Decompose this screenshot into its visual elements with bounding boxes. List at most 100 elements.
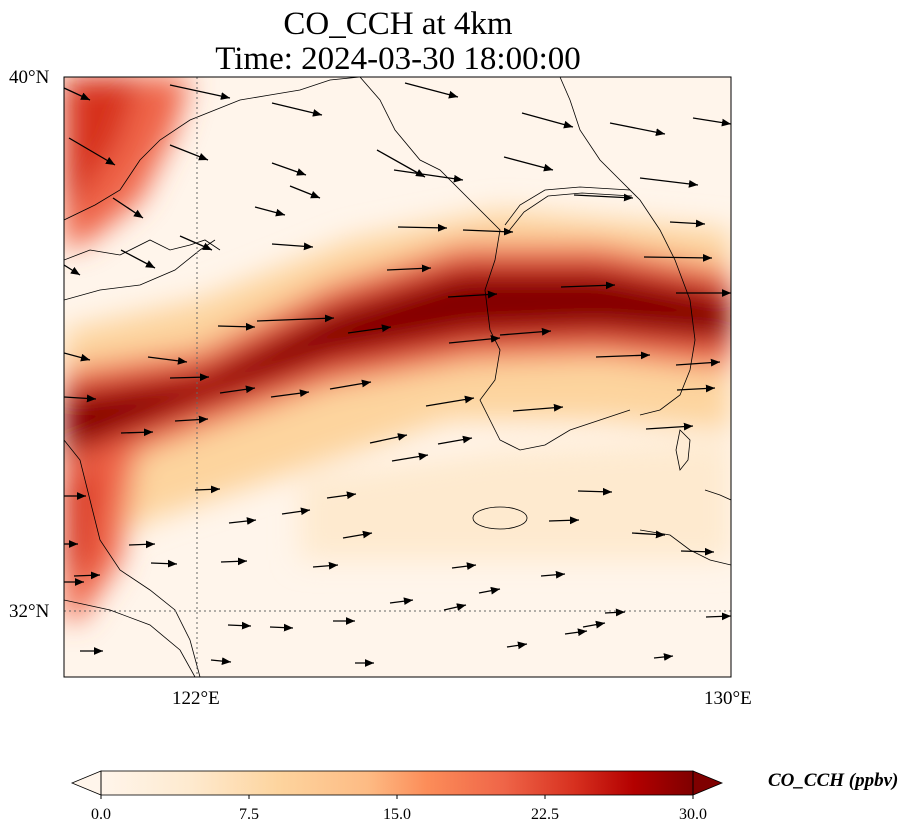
wind-arrow <box>150 559 178 568</box>
wind-arrow <box>705 612 731 621</box>
wind-arrow <box>675 358 721 367</box>
wind-arrow <box>169 144 209 161</box>
wind-arrow <box>564 628 588 637</box>
wind-arrow <box>169 84 231 100</box>
coastline-tsushima <box>675 429 691 471</box>
wind-arrow <box>631 530 666 539</box>
map-frame <box>63 76 732 678</box>
colorbar-tick-0: 0.0 <box>91 806 111 823</box>
map-title-line2: Time: 2024-03-30 18:00:00 <box>215 41 581 77</box>
wind-arrow <box>676 384 716 393</box>
wind-arrow <box>271 242 314 251</box>
wind-arrow <box>478 586 501 595</box>
wind-arrow <box>271 162 307 176</box>
wind-arrow <box>391 452 429 462</box>
colorbar-tick-2: 15.0 <box>383 806 411 823</box>
wind-arrow <box>369 433 408 444</box>
wind-arrow <box>653 653 674 661</box>
wind-arrow <box>227 621 252 630</box>
wind-arrow <box>329 379 372 390</box>
lat-tick-32n: 32°N <box>9 601 50 622</box>
wind-arrow <box>270 389 310 398</box>
wind-arrow <box>573 193 634 202</box>
wind-arrow <box>582 620 606 629</box>
wind-arrow <box>347 324 392 334</box>
wind-arrow <box>512 403 564 412</box>
coastline-jiangsu <box>64 439 201 677</box>
wind-arrow <box>548 516 580 525</box>
concentration-field <box>64 77 731 677</box>
wind-arrow <box>312 561 339 570</box>
colorbar-tick-3: 22.5 <box>531 806 559 823</box>
colorbar-extend-min <box>70 770 102 796</box>
coastline-yangtze <box>64 599 196 677</box>
wind-arrow <box>669 219 706 228</box>
coastline-korea-east <box>559 77 696 416</box>
wind-arrow <box>128 540 156 549</box>
wind-arrow <box>228 517 257 525</box>
wind-arrow <box>269 623 294 632</box>
wind-arrow <box>645 422 694 431</box>
wind-arrow <box>577 487 613 496</box>
wind-arrow <box>643 253 713 262</box>
border-line-2 <box>507 192 633 233</box>
wind-arrow <box>220 557 248 566</box>
coastline-bohai-south <box>64 239 221 261</box>
wind-arrow <box>521 112 574 129</box>
wind-arrow <box>425 395 475 407</box>
wind-arrow <box>451 562 477 570</box>
wind-arrow <box>68 137 116 166</box>
wind-arrow <box>271 102 323 117</box>
colorbar-label: CO_CCH (ppbv) <box>768 770 899 791</box>
colorbar-tick-4: 30.0 <box>679 806 707 823</box>
colorbar-tick-1: 7.5 <box>239 806 259 823</box>
colorbar-extend-max <box>692 770 724 796</box>
coastline-liaodong <box>64 77 361 221</box>
wind-arrow <box>210 657 232 665</box>
wind-arrow <box>281 507 311 516</box>
lon-tick-122e: 122°E <box>172 688 220 709</box>
wind-arrow <box>448 335 501 344</box>
border-line-1 <box>504 186 631 226</box>
wind-arrow <box>64 264 81 276</box>
wind-vectors <box>64 82 731 667</box>
wind-arrow <box>64 394 97 403</box>
coastline-japan-1 <box>704 489 731 501</box>
wind-arrow <box>120 428 154 437</box>
wind-arrow <box>147 356 188 365</box>
wind-arrow <box>680 547 715 556</box>
wind-arrow <box>112 197 144 219</box>
wind-arrow <box>506 641 528 650</box>
wind-arrow <box>692 117 731 127</box>
wind-arrow <box>174 415 209 424</box>
wind-arrow <box>462 227 514 236</box>
wind-arrow <box>389 597 414 606</box>
wind-arrow <box>73 571 101 580</box>
wind-arrow <box>169 373 210 382</box>
wind-arrow <box>499 327 552 336</box>
lon-tick-130e: 130°E <box>704 688 752 709</box>
wind-arrow <box>342 530 373 539</box>
wind-arrow <box>254 206 286 217</box>
coastline-jeju <box>472 506 528 530</box>
wind-arrow <box>386 264 432 273</box>
wind-arrow <box>217 322 256 331</box>
wind-arrow <box>609 122 666 137</box>
wind-arrow <box>376 149 426 178</box>
wind-arrow <box>437 435 473 445</box>
wind-arrow <box>639 177 699 188</box>
wind-arrow <box>219 385 256 394</box>
wind-arrow <box>560 281 616 290</box>
wind-arrow <box>326 491 357 500</box>
wind-arrow <box>397 223 448 232</box>
wind-arrow <box>503 156 554 172</box>
lat-tick-40n: 40°N <box>9 67 50 88</box>
wind-arrow <box>393 169 464 183</box>
colorbar <box>70 770 724 799</box>
wind-arrow <box>604 608 626 617</box>
wind-arrow <box>120 249 156 269</box>
wind-arrow <box>443 603 467 611</box>
colorbar-gradient <box>101 771 693 795</box>
wind-arrow <box>404 82 459 99</box>
